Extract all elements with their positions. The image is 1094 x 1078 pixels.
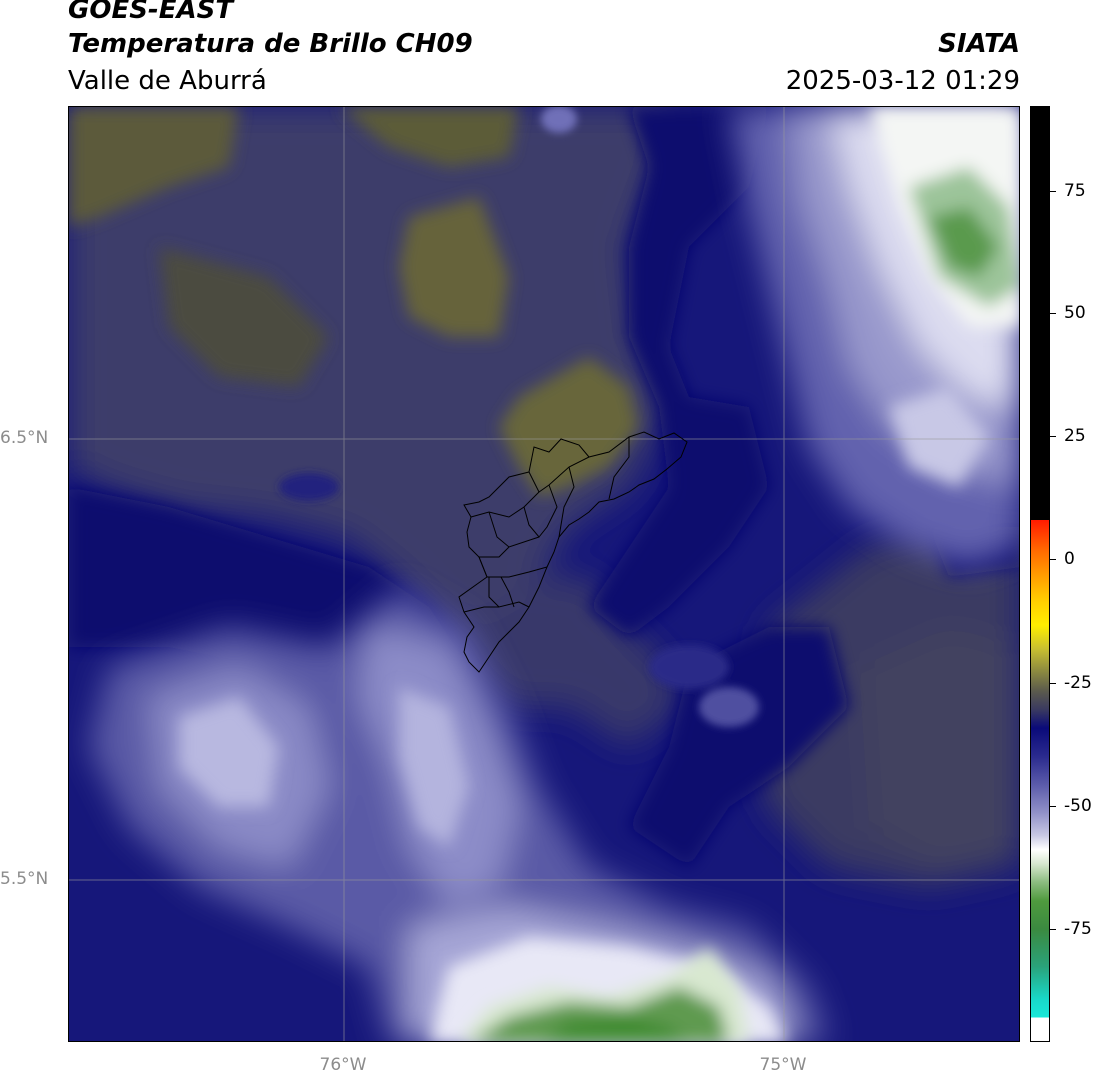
latitude-label-6-5n: 6.5°N xyxy=(0,428,49,448)
colorbar-label-minus-75: -75 xyxy=(1064,919,1092,939)
colorbar-tick-75 xyxy=(1050,191,1056,192)
satellite-map[interactable] xyxy=(68,106,1020,1042)
colorbar xyxy=(1030,106,1050,1042)
colorbar-tick-25 xyxy=(1050,436,1056,437)
colorbar-tick-minus-50 xyxy=(1050,806,1056,807)
region-label: Valle de Aburrá xyxy=(68,66,267,96)
municipality-boundaries xyxy=(458,431,688,673)
longitude-label-75w: 75°W xyxy=(759,1055,807,1075)
colorbar-label-minus-50: -50 xyxy=(1064,796,1092,816)
datetime-label: 2025-03-12 01:29 xyxy=(785,66,1020,96)
colorbar-label-50: 50 xyxy=(1064,303,1086,323)
colorbar-tick-minus-75 xyxy=(1050,929,1056,930)
gridlines xyxy=(69,107,1019,1041)
product-title: Temperatura de Brillo CH09 xyxy=(68,29,473,59)
longitude-label-76w: 76°W xyxy=(319,1055,367,1075)
colorbar-label-0: 0 xyxy=(1064,549,1075,569)
olive-regions xyxy=(69,107,639,497)
colorbar-tick-minus-25 xyxy=(1050,683,1056,684)
satellite-title: GOES-EAST xyxy=(68,0,234,25)
colorbar-tick-0 xyxy=(1050,559,1056,560)
cold-tops-east xyxy=(869,107,1019,487)
small-cloud-spots xyxy=(279,107,759,727)
colorbar-label-minus-25: -25 xyxy=(1064,673,1092,693)
cold-tops-south xyxy=(460,947,749,1041)
latitude-label-5-5n: 5.5°N xyxy=(0,869,49,889)
brightness-temperature-field xyxy=(69,107,1019,1041)
colorbar-tick-50 xyxy=(1050,313,1056,314)
organization-label: SIATA xyxy=(938,29,1020,59)
colorbar-label-75: 75 xyxy=(1064,181,1086,201)
colorbar-label-25: 25 xyxy=(1064,426,1086,446)
